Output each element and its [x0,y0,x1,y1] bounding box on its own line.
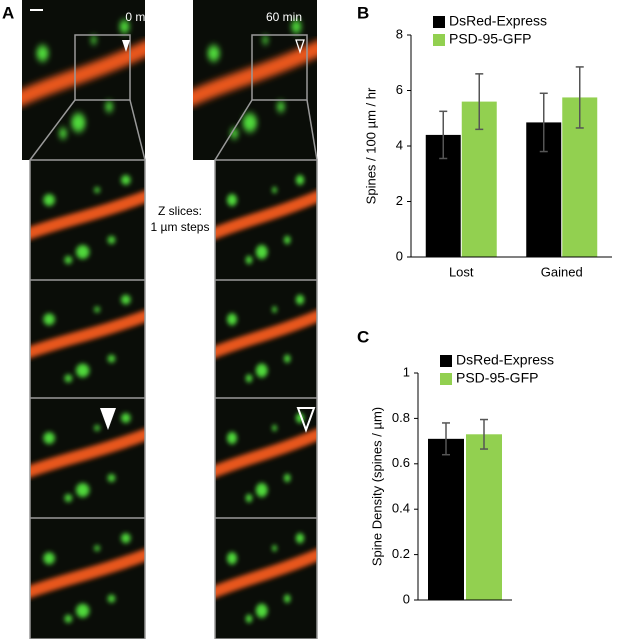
y-tick-label: 0.8 [392,410,410,425]
image-60min [188,0,322,160]
y-tick-label: 0 [403,591,410,606]
slice [25,518,150,639]
legend-swatch [440,373,452,385]
slice [25,280,150,398]
y-tick-label: 6 [396,82,403,97]
time-label: 0 min [125,10,154,24]
y-tick-label: 8 [396,26,403,41]
panel-label: B [357,3,369,22]
time-label: 60 min [266,10,302,24]
arrowhead [296,407,316,433]
bar [466,434,502,600]
bar [428,438,464,600]
legend-label: DsRed-Express [449,13,547,29]
note: 1 µm steps [151,220,210,234]
arrowhead [100,408,116,430]
legend-label: DsRed-Express [456,352,554,368]
legend-swatch [433,16,445,28]
slice [211,160,322,280]
panel-label: A [2,3,14,22]
y-tick-label: 2 [396,193,403,208]
y-axis-label: Spines / 100 µm / hr [363,87,378,204]
note: Z slices: [158,204,202,218]
y-tick-label: 4 [396,137,403,152]
slice [211,280,322,398]
y-tick-label: 0.2 [392,546,410,561]
panel-a-images: 0 min 60 min Z slices: 1 µm steps [17,0,322,640]
legend-swatch [433,34,445,46]
arrowhead [295,39,305,55]
x-tick-label: Lost [449,264,474,279]
y-tick-label: 0.6 [392,455,410,470]
legend-label: PSD-95-GFP [456,370,538,386]
legend-label: PSD-95-GFP [449,31,531,47]
y-tick-label: 1 [403,364,410,379]
legend-swatch [440,355,452,367]
y-axis-label: Spine Density (spines / µm) [369,407,384,566]
arrowhead [122,40,130,52]
panel-label: C [357,327,369,346]
slice [25,398,150,518]
x-tick-label: Gained [541,264,583,279]
slice [211,398,322,518]
slice [25,160,150,280]
y-tick-label: 0 [396,248,403,263]
y-tick-label: 0.4 [392,501,410,516]
slice [211,518,322,639]
